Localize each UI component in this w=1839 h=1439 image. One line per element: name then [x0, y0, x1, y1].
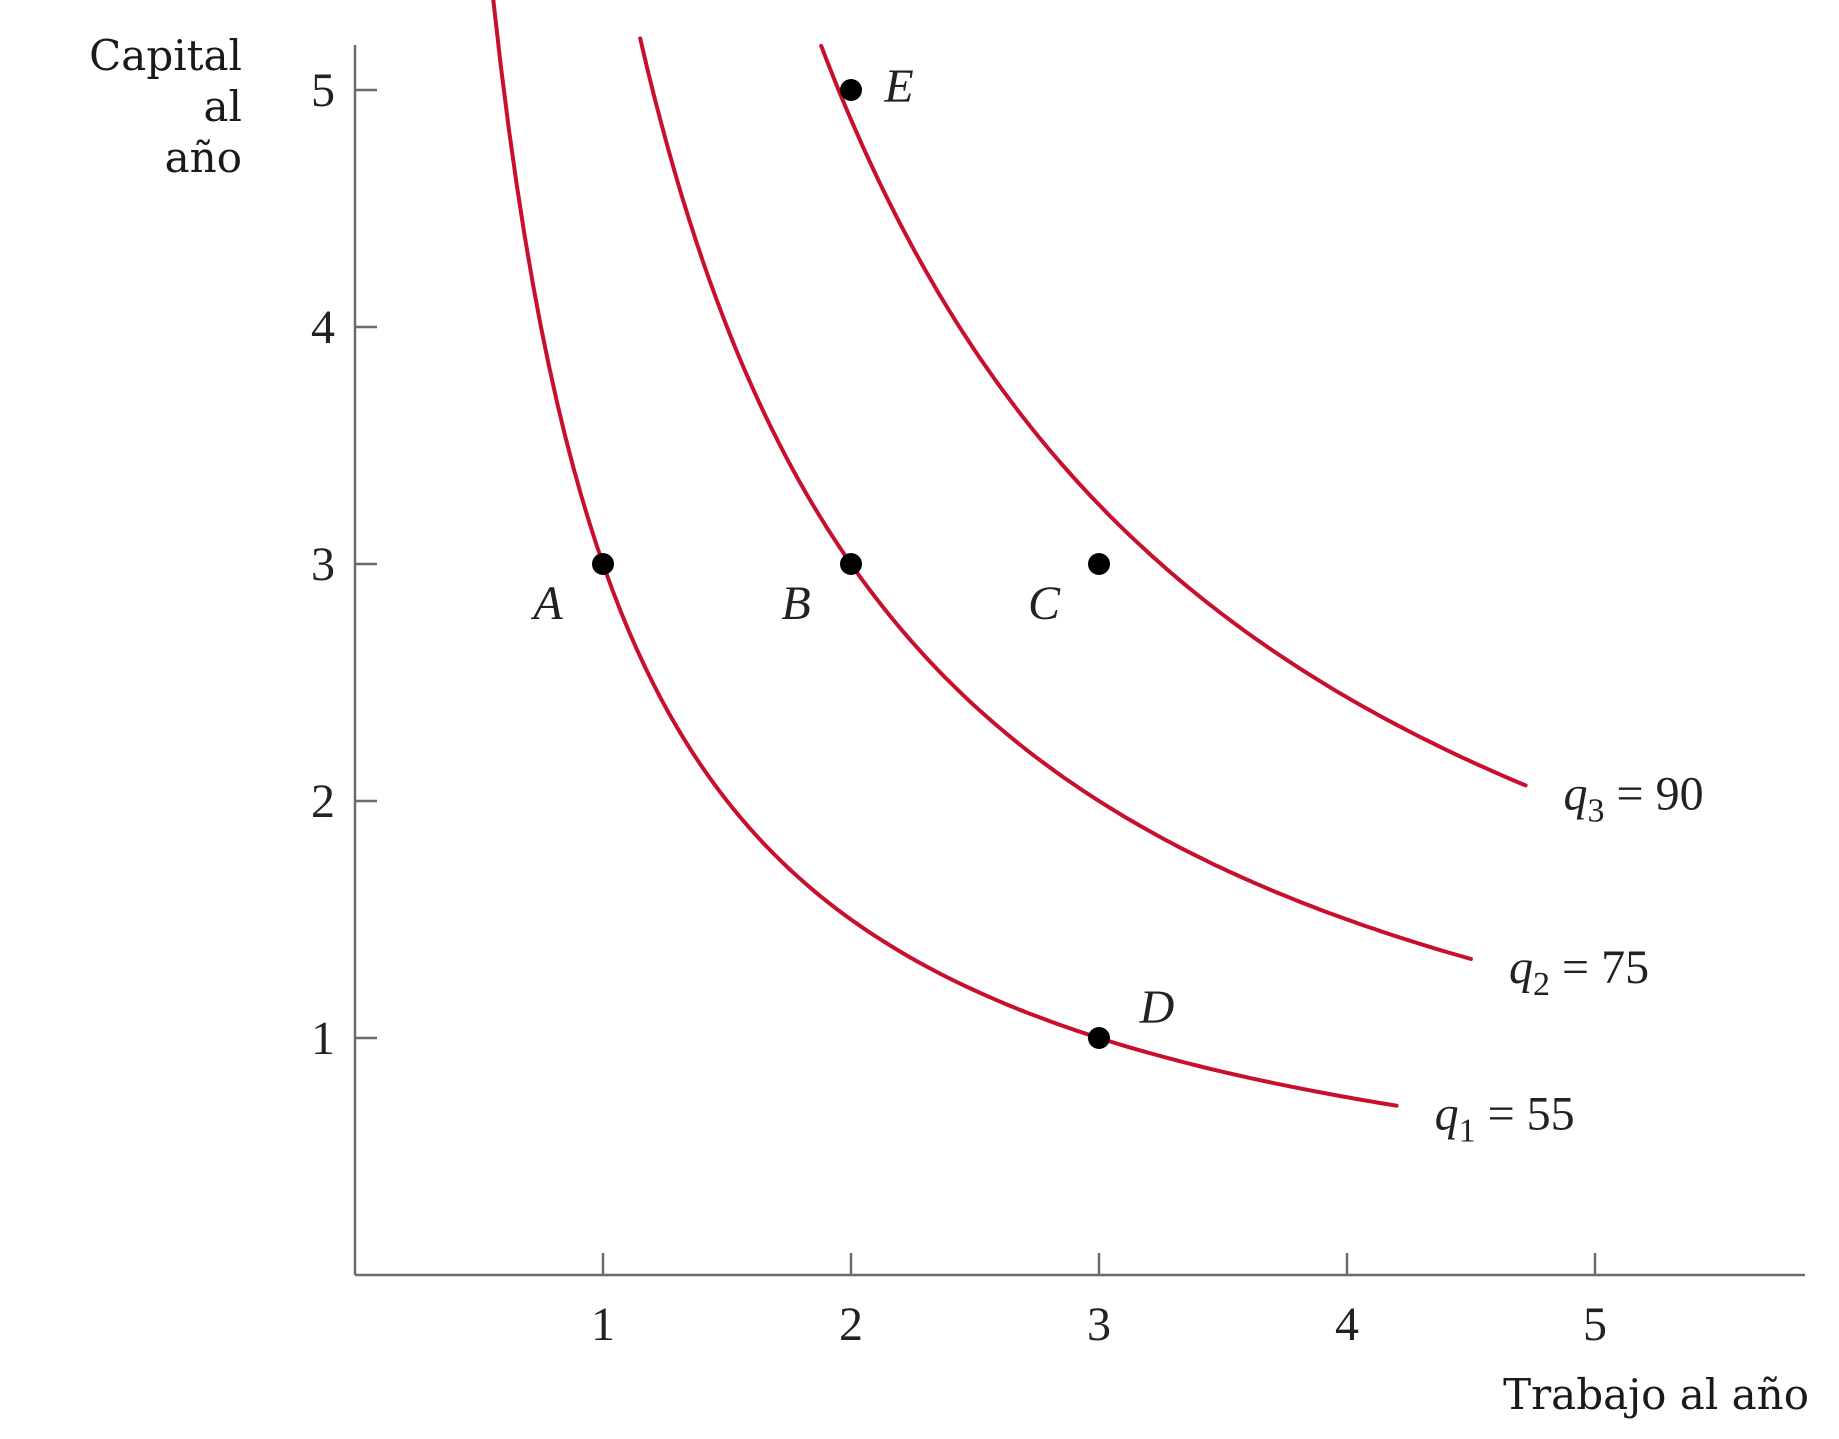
- point-label-C: C: [1028, 577, 1061, 630]
- point-B: [840, 553, 862, 575]
- y-axis-label-line-3: año: [164, 133, 242, 182]
- x-axis-label: Trabajo al año: [1503, 1370, 1809, 1419]
- point-E: [840, 79, 862, 101]
- isoquant-label-1: q1 = 55: [1435, 1088, 1575, 1150]
- y-axis-label-line-2: al: [203, 82, 242, 131]
- y-tick-label: 3: [311, 538, 335, 591]
- isoquant-label-q: q: [1564, 767, 1588, 820]
- y-tick-label: 5: [311, 64, 335, 117]
- x-tick-label: 4: [1335, 1298, 1359, 1351]
- x-tick-label: 1: [591, 1298, 615, 1351]
- isoquant-label-subscript: 1: [1459, 1113, 1476, 1150]
- point-label-E: E: [883, 60, 913, 113]
- point-label-A: A: [530, 577, 563, 630]
- x-tick-label: 5: [1583, 1298, 1607, 1351]
- isoquant-label-subscript: 2: [1533, 966, 1550, 1003]
- isoquant-label-value: = 75: [1550, 941, 1649, 994]
- y-tick-label: 2: [311, 775, 335, 828]
- y-axis-label-line-1: Capital: [89, 31, 242, 80]
- isoquant-label-value: = 55: [1476, 1088, 1575, 1141]
- x-tick-label: 2: [839, 1298, 863, 1351]
- isoquant-label-subscript: 3: [1588, 792, 1605, 829]
- point-A: [592, 553, 614, 575]
- x-tick-label: 3: [1087, 1298, 1111, 1351]
- isoquant-label-q: q: [1435, 1088, 1459, 1141]
- isoquant-label-3: q3 = 90: [1564, 767, 1704, 829]
- y-tick-label: 4: [311, 301, 335, 354]
- point-label-D: D: [1139, 981, 1175, 1034]
- isoquant-curve-2: [638, 36, 1473, 961]
- isoquant-label-value: = 90: [1605, 767, 1704, 820]
- isoquant-label-q: q: [1509, 941, 1533, 994]
- isoquant-curve-1: [491, 0, 1399, 1108]
- axes: 1 2 3 4 5 1 2 3 4 5: [311, 45, 1805, 1351]
- y-axis-label: Capital al año: [89, 30, 242, 183]
- isoquant-curve-3: [819, 43, 1528, 788]
- data-points: A B C D E: [530, 60, 1174, 1049]
- isoquant-label-2: q2 = 75: [1509, 941, 1649, 1003]
- point-D: [1088, 1027, 1110, 1049]
- point-label-B: B: [781, 577, 810, 630]
- point-C: [1088, 553, 1110, 575]
- y-tick-label: 1: [311, 1012, 335, 1065]
